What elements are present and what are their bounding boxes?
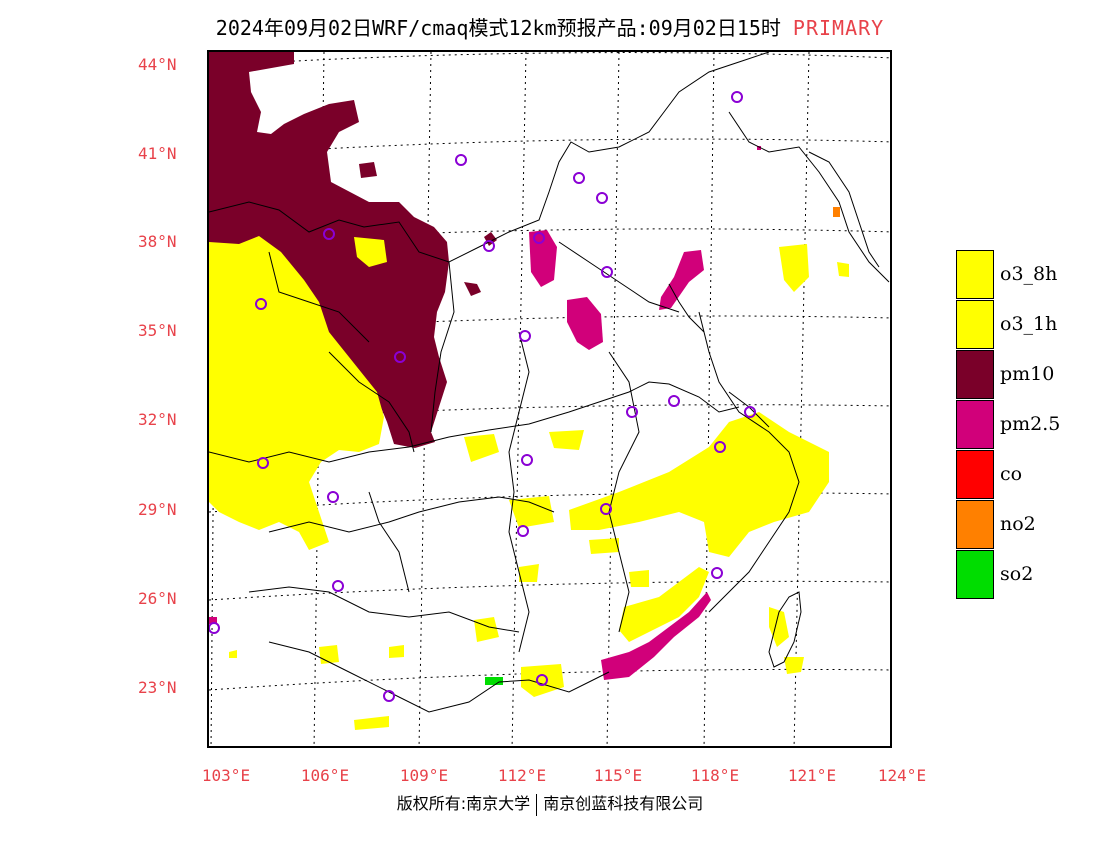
footer-separator (536, 793, 538, 816)
copyright-footer: 版权所有:南京大学 南京创蓝科技有限公司 (0, 790, 1100, 816)
legend-label: pm2.5 (1000, 413, 1061, 435)
legend-swatch (956, 500, 994, 549)
legend-item-o3-8h: o3_8h (956, 249, 1060, 299)
lat-label-35: 35°N (138, 321, 177, 340)
map-area (207, 50, 892, 748)
legend-swatch (956, 350, 994, 399)
legend-swatch (956, 250, 994, 299)
legend-swatch (956, 400, 994, 449)
legend: o3_8h o3_1h pm10 pm2.5 co no2 so2 (956, 249, 1060, 599)
lat-label-23: 23°N (138, 678, 177, 697)
lon-label-106: 106°E (300, 766, 350, 785)
legend-label: o3_8h (1000, 263, 1058, 285)
copyright-left: 版权所有:南京大学 (396, 794, 531, 813)
legend-label: so2 (1000, 563, 1034, 585)
title-tag: PRIMARY (792, 16, 885, 40)
map-title: 2024年09月02日WRF/cmaq模式12km预报产品:09月02日15时 P… (0, 12, 1100, 41)
lon-label-115: 115°E (593, 766, 643, 785)
province-borders (209, 52, 890, 713)
lat-label-26: 26°N (138, 589, 177, 608)
legend-swatch (956, 450, 994, 499)
lon-label-103: 103°E (201, 766, 251, 785)
lon-label-112: 112°E (497, 766, 547, 785)
legend-swatch (956, 550, 994, 599)
lat-label-41: 41°N (138, 144, 177, 163)
pm10-region (209, 52, 497, 448)
legend-label: co (1000, 463, 1023, 485)
lon-label-118: 118°E (690, 766, 740, 785)
pm25-region (209, 146, 761, 680)
legend-label: pm10 (1000, 363, 1055, 385)
no2-spot (833, 207, 840, 217)
o3-region (209, 236, 849, 730)
legend-item-co: co (956, 449, 1060, 499)
lat-label-29: 29°N (138, 500, 177, 519)
legend-label: no2 (1000, 513, 1036, 535)
lon-label-121: 121°E (787, 766, 837, 785)
so2-spot (485, 677, 503, 685)
title-main: 2024年09月02日WRF/cmaq模式12km预报产品:09月02日15时 (215, 16, 781, 40)
pollution-map-svg (209, 52, 890, 746)
legend-item-no2: no2 (956, 499, 1060, 549)
lon-label-109: 109°E (399, 766, 449, 785)
lat-label-32: 32°N (138, 410, 177, 429)
legend-item-o3-1h: o3_1h (956, 299, 1060, 349)
legend-item-pm25: pm2.5 (956, 399, 1060, 449)
lat-label-38: 38°N (138, 232, 177, 251)
legend-label: o3_1h (1000, 313, 1058, 335)
city-markers (209, 91, 756, 702)
legend-item-so2: so2 (956, 549, 1060, 599)
legend-item-pm10: pm10 (956, 349, 1060, 399)
lat-label-44: 44°N (138, 55, 177, 74)
lon-label-124: 124°E (877, 766, 927, 785)
legend-swatch (956, 300, 994, 349)
copyright-right: 南京创蓝科技有限公司 (543, 794, 704, 813)
